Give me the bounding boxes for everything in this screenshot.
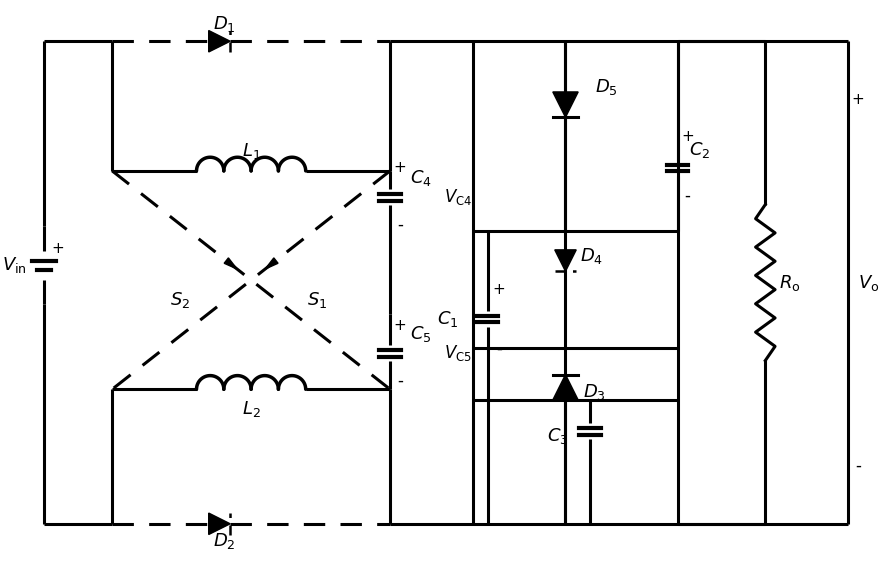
Text: -: - — [397, 371, 403, 389]
Text: $D_5$: $D_5$ — [594, 77, 617, 97]
Text: $S_1$: $S_1$ — [307, 290, 327, 310]
Text: $D_3$: $D_3$ — [583, 382, 606, 402]
Text: $C_1$: $C_1$ — [437, 309, 459, 329]
Text: $C_2$: $C_2$ — [690, 140, 711, 160]
Text: $C_5$: $C_5$ — [409, 324, 431, 344]
Text: $D_1$: $D_1$ — [213, 14, 235, 34]
Text: +: + — [393, 319, 406, 333]
Text: +: + — [493, 282, 505, 297]
Text: $V_{\rm C4}$: $V_{\rm C4}$ — [444, 187, 472, 207]
Polygon shape — [553, 92, 579, 117]
Polygon shape — [209, 31, 230, 52]
Text: +: + — [393, 161, 406, 175]
Text: $S_2$: $S_2$ — [170, 290, 191, 310]
Text: +: + — [681, 129, 694, 144]
Polygon shape — [555, 250, 576, 271]
Polygon shape — [265, 258, 278, 269]
Text: $D_4$: $D_4$ — [580, 246, 603, 265]
Polygon shape — [209, 513, 230, 534]
Text: $V_{\rm C5}$: $V_{\rm C5}$ — [444, 343, 472, 363]
Text: -: - — [397, 216, 403, 234]
Text: $V_{\rm in}$: $V_{\rm in}$ — [2, 255, 26, 276]
Text: -: - — [855, 456, 861, 474]
Polygon shape — [224, 258, 237, 269]
Text: $C_3$: $C_3$ — [547, 426, 568, 446]
Text: +: + — [51, 241, 64, 256]
Text: +: + — [851, 92, 864, 107]
Text: $L_1$: $L_1$ — [242, 142, 260, 161]
Text: $C_4$: $C_4$ — [409, 168, 431, 188]
Text: -: - — [684, 186, 691, 204]
Text: -: - — [497, 339, 502, 357]
Text: $R_{\rm o}$: $R_{\rm o}$ — [779, 272, 801, 293]
Text: $D_2$: $D_2$ — [213, 531, 235, 551]
Text: $V_{\rm o}$: $V_{\rm o}$ — [858, 272, 879, 293]
Text: $L_2$: $L_2$ — [242, 399, 260, 419]
Polygon shape — [553, 375, 579, 400]
